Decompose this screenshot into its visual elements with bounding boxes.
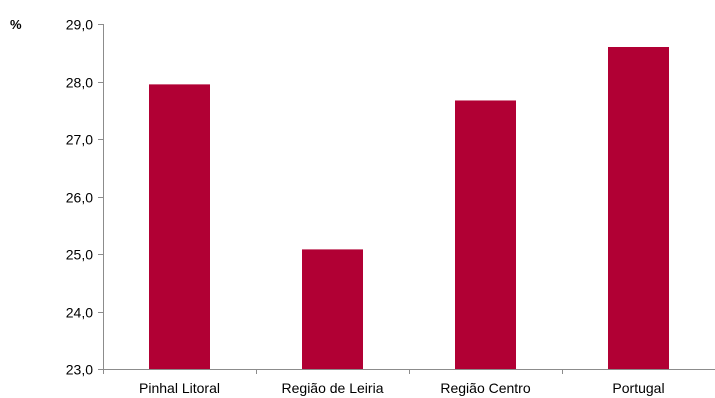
x-tick-label: Pinhal Litoral xyxy=(139,380,220,396)
bar-portugal xyxy=(608,47,669,369)
bar-regi-o-de-leiria xyxy=(302,249,363,369)
bars-group xyxy=(149,47,669,369)
y-tick-label: 28,0 xyxy=(66,75,93,91)
x-tick-label: Portugal xyxy=(612,380,664,396)
y-tick-label: 25,0 xyxy=(66,247,93,263)
bar-regi-o-centro xyxy=(455,100,516,369)
x-axis: Pinhal Litoral Região de Leiria Região Cen… xyxy=(103,369,715,396)
x-tick-label: Região de Leiria xyxy=(282,380,384,396)
y-tick-label: 26,0 xyxy=(66,190,93,206)
bar-pinhal-litoral xyxy=(149,84,210,369)
y-axis: 23,0 24,0 25,0 26,0 27,0 28,0 29,0 xyxy=(66,17,104,378)
y-tick-label: 23,0 xyxy=(66,362,93,378)
y-tick-label: 27,0 xyxy=(66,132,93,148)
x-tick-label: Região Centro xyxy=(440,380,530,396)
y-tick-label: 29,0 xyxy=(66,17,93,33)
y-axis-unit-label: % xyxy=(10,17,22,32)
y-tick-label: 24,0 xyxy=(66,305,93,321)
